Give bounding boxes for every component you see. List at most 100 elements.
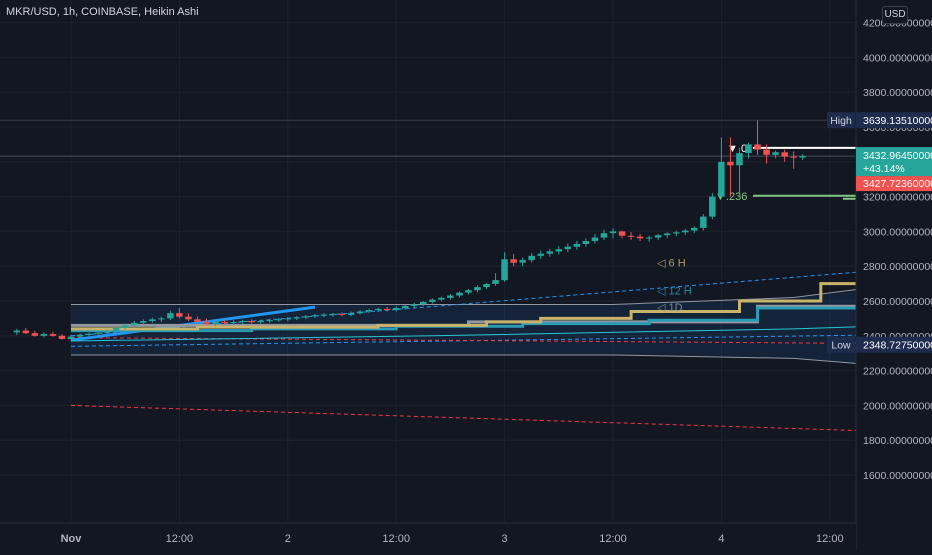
candle-body[interactable] [203,321,210,324]
candle-body[interactable] [718,161,725,197]
candle-body[interactable] [691,227,698,231]
currency-button[interactable]: USD [882,6,908,24]
candle-body[interactable] [230,321,237,323]
candle-body[interactable] [257,321,264,323]
candle-body[interactable] [745,144,752,154]
candle-body[interactable] [709,196,716,217]
candles[interactable] [13,120,806,341]
candle-body[interactable] [510,259,517,263]
trend-line-red-upper [70,337,932,345]
candle-body[interactable] [411,304,418,306]
candle-body[interactable] [131,322,138,326]
candle-body[interactable] [365,310,373,312]
candle-body[interactable] [555,249,563,252]
candle-body[interactable] [121,325,129,328]
candle-body[interactable] [221,321,228,323]
candle-body[interactable] [329,313,337,315]
candle-body[interactable] [492,280,499,284]
candle-body[interactable] [167,313,174,319]
candle-body[interactable] [700,216,707,228]
candle-body[interactable] [483,284,490,288]
candle-body[interactable] [645,237,653,239]
candle-body[interactable] [654,235,662,238]
candle-body[interactable] [40,334,48,336]
candle-body[interactable] [663,233,671,236]
candle-body[interactable] [311,315,319,317]
candle-body[interactable] [338,313,346,315]
candle-body[interactable] [609,231,617,234]
candle-body[interactable] [284,318,292,320]
candle-body[interactable] [356,311,364,314]
candle-body[interactable] [266,320,274,322]
grid [0,0,855,522]
candle-body[interactable] [94,332,102,334]
candle-body[interactable] [76,334,84,337]
candle-body[interactable] [103,330,111,333]
candle-body[interactable] [158,318,165,320]
candle-body[interactable] [248,321,255,323]
candle-body[interactable] [140,321,147,323]
candle-body[interactable] [67,336,75,339]
candle-body[interactable] [682,230,689,233]
candle-body[interactable] [573,243,581,247]
candle-body[interactable] [293,317,301,319]
candle-body[interactable] [176,313,183,317]
candle-body[interactable] [673,232,680,234]
candle-body[interactable] [58,335,66,339]
low-value-label: 2348.72750000 [863,340,932,352]
candle-body[interactable] [420,301,427,305]
candle-body[interactable] [239,321,246,322]
candle-body[interactable] [383,308,391,311]
candle-body[interactable] [546,251,554,254]
candle-body[interactable] [772,152,779,155]
candle-body[interactable] [763,149,770,155]
candle-body[interactable] [22,330,30,334]
candle-body[interactable] [501,259,508,281]
candle-body[interactable] [474,287,481,291]
candle-body[interactable] [618,231,626,236]
candle-body[interactable] [781,152,788,157]
price-axis[interactable] [856,0,932,550]
candle-body[interactable] [727,161,734,166]
candle-body[interactable] [528,255,535,261]
candle-body[interactable] [465,290,472,293]
candle-body[interactable] [429,299,436,302]
candle-body[interactable] [212,321,219,324]
candle-body[interactable] [564,246,572,250]
candle-body[interactable] [636,236,644,239]
candle-body[interactable] [13,330,21,333]
candle-body[interactable] [374,308,382,311]
candle-body[interactable] [627,235,635,237]
candle-body[interactable] [790,156,797,158]
candle-body[interactable] [519,260,526,263]
candle-body[interactable] [302,316,310,318]
high-value-label: 3639.13510000 [863,115,932,127]
candle-body[interactable] [591,237,599,242]
candle-body[interactable] [754,144,761,150]
candle-body[interactable] [402,305,409,308]
candle-body[interactable] [392,308,400,311]
candle-body[interactable] [31,333,39,336]
candle-body[interactable] [185,316,192,320]
candle-body[interactable] [85,333,93,335]
candle-body[interactable] [456,292,463,296]
candle-body[interactable] [194,319,201,322]
candle-body[interactable] [736,153,743,166]
candle-body[interactable] [320,314,328,316]
candle-body[interactable] [275,319,283,321]
candle-body[interactable] [600,233,608,238]
candle-body[interactable] [447,295,454,298]
time-tick-label: 3 [502,533,508,545]
candle-body[interactable] [49,334,57,336]
candle-body[interactable] [112,328,120,331]
candle-body[interactable] [799,156,806,158]
candle-body[interactable] [347,313,355,315]
candle-body[interactable] [537,253,545,256]
candle-body[interactable] [438,297,445,300]
candle-body[interactable] [582,241,590,244]
time-axis[interactable] [0,523,856,550]
candle-body[interactable] [149,319,156,321]
